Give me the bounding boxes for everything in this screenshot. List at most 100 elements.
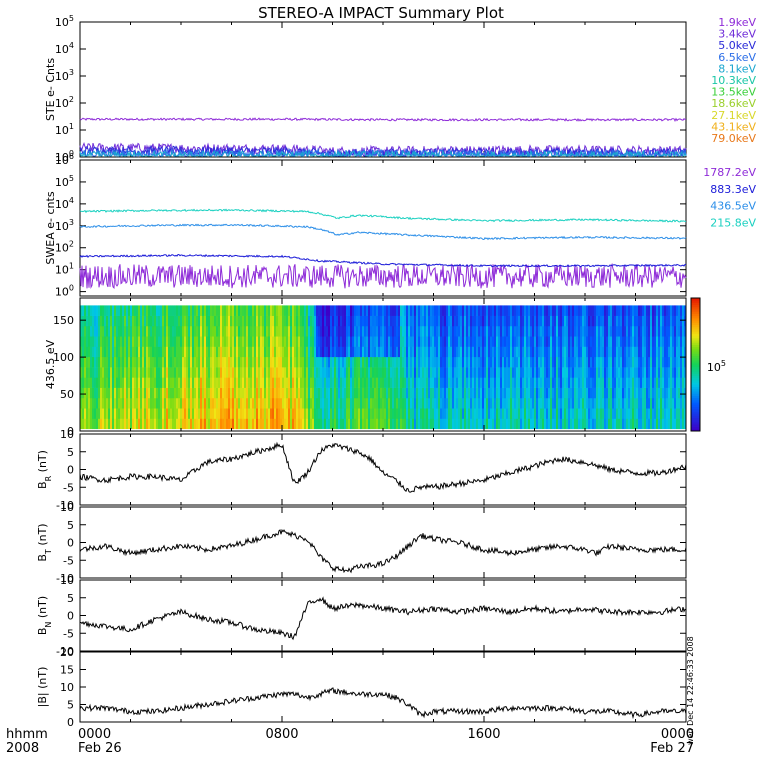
pad-heatmap-cell [566, 408, 569, 419]
pad-heatmap-cell [398, 418, 401, 430]
pad-heatmap-cell [544, 346, 547, 358]
pad-heatmap-cell [426, 377, 429, 388]
pad-heatmap-cell [262, 397, 265, 409]
pad-heatmap-cell [674, 408, 677, 419]
pad-heatmap-cell [618, 377, 621, 388]
y-tick-label: 0 [67, 537, 74, 550]
pad-heatmap-cell [406, 356, 409, 368]
x-tick-sublabel: Feb 26 [78, 741, 122, 756]
pad-heatmap-cell [120, 336, 123, 347]
pad-heatmap-cell [384, 305, 387, 316]
pad-heatmap-cell [464, 397, 467, 409]
pad-heatmap-cell [214, 387, 217, 399]
pad-heatmap-cell [296, 377, 299, 388]
pad-heatmap-cell [464, 408, 467, 419]
pad-heatmap-cell [142, 397, 145, 409]
pad-heatmap-cell [192, 325, 195, 337]
pad-heatmap-cell [284, 397, 287, 409]
pad-heatmap-cell [340, 387, 343, 399]
pad-heatmap-cell [94, 346, 97, 358]
pad-heatmap-cell [504, 305, 507, 316]
x-tick-sublabel: Feb 27 [650, 741, 694, 756]
pad-heatmap-cell [300, 325, 303, 337]
pad-heatmap-cell [236, 367, 239, 378]
pad-heatmap-cell [480, 356, 483, 368]
pad-heatmap-cell [256, 397, 259, 409]
pad-heatmap-cell [426, 346, 429, 358]
pad-heatmap-cell [190, 418, 193, 430]
pad-heatmap-cell [272, 336, 275, 347]
pad-heatmap-cell [500, 397, 503, 409]
pad-heatmap-cell [504, 315, 507, 327]
pad-heatmap-cell [430, 397, 433, 409]
pad-heatmap-cell [376, 346, 379, 358]
pad-heatmap-cell [590, 408, 593, 419]
pad-heatmap-cell [448, 397, 451, 409]
pad-heatmap-cell [616, 356, 619, 368]
pad-heatmap-cell [678, 367, 681, 378]
pad-heatmap-cell [370, 418, 373, 430]
pad-heatmap-cell [80, 325, 83, 337]
pad-heatmap-cell [646, 325, 649, 337]
pad-heatmap-cell [254, 346, 257, 358]
pad-heatmap-cell [572, 336, 575, 347]
pad-heatmap-cell [374, 408, 377, 419]
pad-heatmap-cell [156, 315, 159, 327]
pad-heatmap-cell [108, 325, 111, 337]
pad-heatmap-cell [382, 367, 385, 378]
pad-heatmap-cell [118, 315, 121, 327]
pad-heatmap-cell [394, 418, 397, 430]
pad-heatmap-cell [90, 325, 93, 337]
pad-heatmap-cell [412, 315, 415, 327]
pad-colorbar-cell [691, 413, 700, 416]
pad-heatmap-cell [330, 315, 333, 327]
pad-heatmap-cell [418, 305, 421, 316]
pad-heatmap-cell [532, 397, 535, 409]
pad-heatmap-cell [588, 315, 591, 327]
pad-heatmap-cell [90, 397, 93, 409]
pad-heatmap-cell [200, 418, 203, 430]
pad-heatmap-cell [196, 377, 199, 388]
pad-heatmap-cell [624, 356, 627, 368]
pad-heatmap-cell [548, 418, 551, 430]
pad-heatmap-cell [478, 356, 481, 368]
pad-heatmap-cell [366, 408, 369, 419]
pad-heatmap-cell [576, 408, 579, 419]
pad-heatmap-cell [402, 408, 405, 419]
pad-heatmap-cell [564, 397, 567, 409]
pad-heatmap-cell [108, 305, 111, 316]
pad-heatmap-cell [98, 387, 101, 399]
pad-heatmap-cell [92, 325, 95, 337]
pad-heatmap-cell [490, 377, 493, 388]
pad-heatmap-cell [498, 367, 501, 378]
pad-heatmap-cell [318, 336, 321, 347]
pad-heatmap-cell [88, 315, 91, 327]
pad-heatmap-cell [470, 325, 473, 337]
pad-heatmap-cell [374, 346, 377, 358]
pad-heatmap-cell [166, 408, 169, 419]
pad-heatmap-cell [300, 418, 303, 430]
pad-heatmap-cell [412, 356, 415, 368]
pad-heatmap-cell [672, 315, 675, 327]
pad-heatmap-cell [546, 315, 549, 327]
pad-heatmap-cell [462, 336, 465, 347]
pad-heatmap-cell [612, 315, 615, 327]
pad-heatmap-cell [276, 336, 279, 347]
pad-heatmap-cell [600, 336, 603, 347]
pad-heatmap-cell [296, 367, 299, 378]
pad-heatmap-cell [252, 367, 255, 378]
pad-heatmap-cell [368, 408, 371, 419]
pad-heatmap-cell [598, 315, 601, 327]
pad-heatmap-cell [238, 377, 241, 388]
pad-heatmap-cell [294, 418, 297, 430]
pad-heatmap-cell [266, 336, 269, 347]
pad-heatmap-cell [550, 397, 553, 409]
pad-heatmap-cell [614, 305, 617, 316]
pad-heatmap-cell [558, 397, 561, 409]
pad-heatmap-cell [368, 377, 371, 388]
pad-heatmap-cell [274, 346, 277, 358]
pad-heatmap-cell [162, 387, 165, 399]
pad-heatmap-cell [648, 397, 651, 409]
